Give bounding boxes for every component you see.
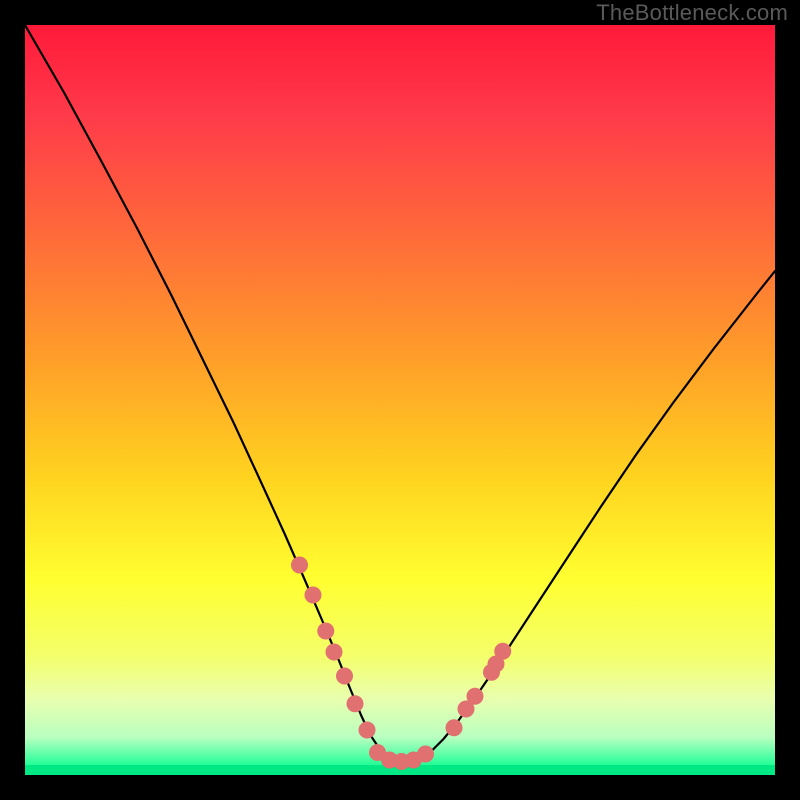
- marker-bottom: [418, 746, 434, 762]
- curve-layer: [25, 25, 775, 775]
- marker-right: [467, 688, 483, 704]
- chart-frame: TheBottleneck.com: [0, 0, 800, 800]
- marker-right: [495, 643, 511, 659]
- watermark-text: TheBottleneck.com: [596, 0, 788, 26]
- plot-area: [25, 25, 775, 775]
- marker-left: [337, 668, 353, 684]
- bottleneck-curve: [25, 25, 775, 762]
- marker-left: [347, 696, 363, 712]
- marker-right: [446, 720, 462, 736]
- marker-left: [292, 557, 308, 573]
- marker-left: [318, 623, 334, 639]
- marker-left: [326, 644, 342, 660]
- marker-left: [305, 587, 321, 603]
- marker-left: [359, 722, 375, 738]
